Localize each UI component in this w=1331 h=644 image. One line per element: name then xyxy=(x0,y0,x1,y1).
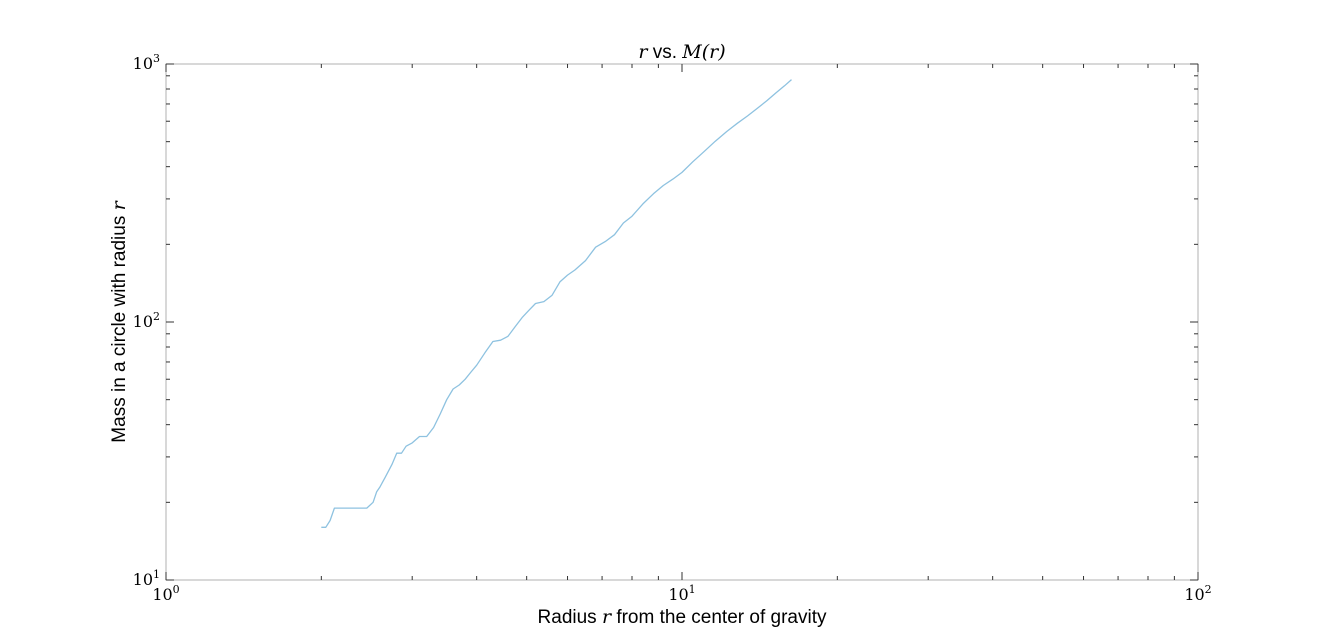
series-layer xyxy=(321,79,792,528)
y-tick-label: 103 xyxy=(133,52,160,73)
x-axis-label: Radius r from the center of gravity xyxy=(538,606,827,628)
y-tick-label: 102 xyxy=(133,310,160,331)
chart-title: r vs. M(r) xyxy=(638,41,725,63)
x-tick-label: 102 xyxy=(1184,583,1211,604)
y-axis-label: Mass in a circle with radius r xyxy=(108,199,130,442)
plot-border xyxy=(165,63,1199,581)
x-tick-label: 101 xyxy=(668,583,695,604)
tick-marks xyxy=(165,63,1199,581)
x-tick-label: 100 xyxy=(152,583,179,604)
plot-frame xyxy=(165,63,1199,581)
y-tick-label: 101 xyxy=(133,568,160,589)
series-line xyxy=(321,79,792,528)
